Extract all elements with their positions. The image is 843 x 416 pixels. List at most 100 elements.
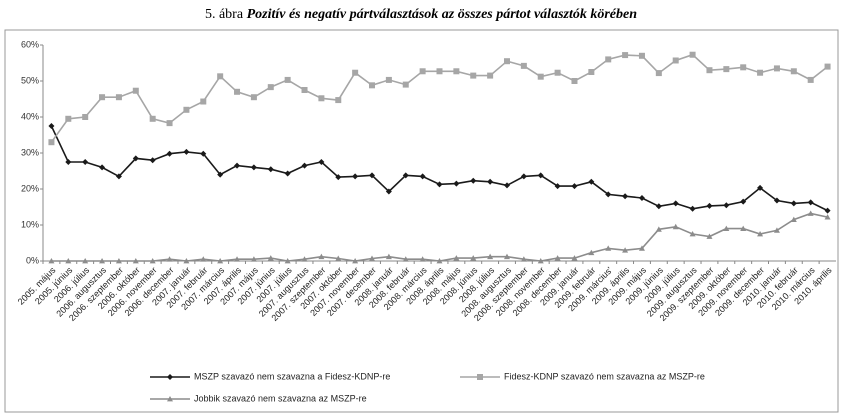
data-point <box>554 69 561 76</box>
data-point <box>453 180 460 187</box>
data-point <box>99 164 106 171</box>
data-point <box>655 70 662 77</box>
data-point <box>723 225 730 231</box>
data-point <box>503 253 510 260</box>
data-point <box>149 157 156 164</box>
data-point <box>217 258 224 264</box>
data-point <box>267 84 274 91</box>
data-point <box>807 76 814 83</box>
data-point <box>352 258 359 264</box>
data-point <box>234 162 241 169</box>
data-point <box>554 183 561 190</box>
data-point <box>267 255 274 261</box>
data-point <box>622 247 629 253</box>
legend-label: Jobbik szavazó nem szavazna az MSZP-re <box>194 393 367 403</box>
data-point <box>115 258 122 264</box>
data-point <box>48 123 55 129</box>
data-point <box>436 68 443 75</box>
data-point <box>487 72 494 79</box>
data-point <box>369 255 376 261</box>
data-point <box>622 52 629 59</box>
data-point <box>453 68 460 75</box>
data-point <box>487 253 494 260</box>
y-tick-label: 40% <box>21 111 39 121</box>
data-point <box>419 256 426 262</box>
data-point <box>250 256 257 262</box>
data-point <box>234 256 241 262</box>
data-point <box>166 120 173 127</box>
data-point <box>622 193 629 200</box>
data-point <box>284 258 291 264</box>
data-point <box>402 256 409 262</box>
data-point <box>250 164 257 171</box>
data-point <box>453 255 460 261</box>
data-point <box>385 253 392 260</box>
data-point <box>554 255 561 261</box>
data-point <box>436 181 443 188</box>
data-point <box>335 255 342 261</box>
data-point <box>99 94 106 101</box>
data-point <box>402 172 409 179</box>
data-point <box>706 233 713 239</box>
data-point <box>605 191 612 198</box>
data-point <box>740 64 747 71</box>
data-point <box>470 255 477 261</box>
data-point <box>200 98 207 105</box>
data-point <box>284 170 291 177</box>
data-point <box>301 256 308 262</box>
data-point <box>419 173 426 180</box>
data-point <box>200 150 207 157</box>
data-point <box>65 258 72 264</box>
data-point <box>318 159 325 165</box>
data-point <box>571 78 578 84</box>
data-point <box>267 166 274 173</box>
legend-label: Fidesz-KDNP szavazó nem szavazna az MSZP… <box>504 371 705 381</box>
data-point <box>217 171 224 178</box>
data-point <box>217 73 224 80</box>
data-point <box>689 51 696 58</box>
data-point <box>672 200 679 207</box>
data-point <box>250 94 257 101</box>
data-point <box>132 258 139 264</box>
data-point <box>757 231 764 237</box>
data-point <box>773 197 780 204</box>
data-point <box>588 178 595 185</box>
data-point <box>824 207 831 214</box>
data-point <box>689 231 696 237</box>
legend-marker <box>167 396 173 402</box>
data-point <box>183 258 190 264</box>
data-point <box>200 256 207 262</box>
data-point <box>520 62 527 69</box>
data-point <box>385 76 392 83</box>
data-point <box>82 258 89 264</box>
data-point <box>284 76 291 83</box>
data-point <box>689 205 696 212</box>
data-point <box>757 69 764 76</box>
data-point <box>166 256 173 262</box>
data-point <box>672 223 679 230</box>
data-point <box>369 172 376 179</box>
data-point <box>605 245 612 251</box>
data-point <box>115 94 122 101</box>
data-point <box>638 195 645 201</box>
data-point <box>723 202 730 209</box>
y-tick-label: 0% <box>26 255 39 265</box>
data-point <box>318 253 325 260</box>
title-text: Pozitív és negatív pártválasztások az ös… <box>247 7 638 22</box>
data-point <box>706 202 713 209</box>
data-point <box>638 52 645 59</box>
data-point <box>82 159 89 165</box>
data-point <box>588 69 595 75</box>
data-point <box>487 178 494 185</box>
data-point <box>352 173 359 180</box>
data-point <box>824 214 831 220</box>
data-point <box>166 150 173 157</box>
data-point <box>301 87 308 93</box>
data-point <box>773 65 780 72</box>
data-point <box>132 155 139 162</box>
data-point <box>807 210 814 216</box>
data-point <box>740 198 747 205</box>
y-tick-label: 50% <box>21 75 39 85</box>
data-point <box>335 97 342 104</box>
